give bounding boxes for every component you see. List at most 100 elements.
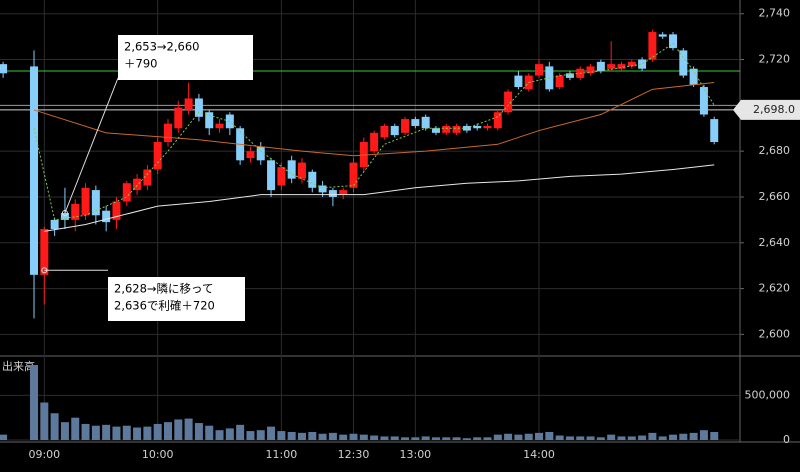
- volume-bar: [153, 423, 162, 440]
- candle-body: [40, 229, 49, 275]
- volume-bar: [30, 365, 39, 440]
- x-tick-label: 10:00: [142, 448, 174, 461]
- volume-bar: [442, 437, 451, 440]
- volume-bar: [297, 432, 306, 440]
- volume-bar: [256, 430, 265, 440]
- candle-body: [483, 125, 492, 129]
- volume-bar: [225, 428, 234, 440]
- volume-bar: [122, 425, 131, 440]
- candle-body: [710, 119, 719, 142]
- candle-body: [122, 183, 131, 202]
- volume-bar: [431, 437, 440, 440]
- candle-body: [617, 64, 626, 69]
- volume-bar: [586, 436, 595, 440]
- candle-body: [431, 128, 440, 133]
- volume-bar: [0, 434, 8, 440]
- candle-body: [411, 119, 420, 126]
- x-tick-label: 13:00: [399, 448, 431, 461]
- volume-bar: [359, 434, 368, 440]
- volume-bar: [504, 433, 513, 440]
- annotation: 2,628→隣に移って 2,636で利確＋720: [41, 267, 245, 321]
- volume-bar: [390, 436, 399, 440]
- candle-body: [30, 66, 39, 275]
- volume-bar: [617, 436, 626, 440]
- volume-bar: [648, 432, 657, 440]
- candle-body: [607, 64, 616, 69]
- annotation-text: 2,653→2,660: [124, 40, 199, 54]
- candle-body: [112, 201, 121, 220]
- volume-bar: [174, 419, 183, 440]
- volume-bar: [71, 417, 80, 440]
- volume-bar: [370, 435, 379, 440]
- x-tick-label: 09:00: [28, 448, 60, 461]
- volume-bar: [267, 426, 276, 440]
- candle-body: [380, 125, 389, 138]
- candle-body: [143, 169, 152, 186]
- candle-body: [514, 75, 523, 88]
- volume-bar: [710, 431, 719, 440]
- volume-bar: [669, 434, 678, 440]
- volume-bar: [524, 433, 533, 440]
- candle-body: [246, 151, 255, 159]
- last-price-box: [733, 99, 800, 120]
- candle-body: [504, 91, 513, 113]
- candle-body: [648, 32, 657, 60]
- candle-body: [60, 213, 69, 220]
- candle-body: [421, 116, 430, 129]
- y-tick-label: 2,600: [759, 327, 791, 340]
- candle-body: [267, 160, 276, 191]
- annotation-text: 2,636で利確＋720: [114, 299, 215, 313]
- y-tick-label: 2,620: [759, 282, 791, 295]
- volume-bar: [565, 436, 574, 440]
- volume-bar: [277, 431, 286, 440]
- candle-body: [194, 98, 203, 117]
- volume-bar: [81, 423, 90, 440]
- volume-bar: [91, 425, 100, 440]
- candle-body: [163, 123, 172, 142]
- candle-body: [71, 203, 80, 220]
- volume-bar: [401, 437, 410, 440]
- volume-bar: [380, 436, 389, 440]
- annotation-point: [41, 267, 48, 274]
- x-tick-label: 12:30: [338, 448, 370, 461]
- indicator-line: [33, 81, 715, 157]
- candle-body: [555, 75, 564, 88]
- volume-bar: [215, 430, 224, 440]
- candle-body: [565, 73, 574, 78]
- candle-body: [328, 190, 337, 197]
- candle-body: [689, 68, 698, 85]
- indicator-line: [33, 42, 715, 221]
- volume-bar: [318, 433, 327, 440]
- volume-bar: [535, 432, 544, 440]
- candle-body: [91, 190, 100, 216]
- candle-body: [596, 61, 605, 71]
- volume-bar: [689, 432, 698, 440]
- candle-body: [669, 34, 678, 49]
- candle-body: [442, 125, 451, 133]
- candle-body: [50, 219, 59, 230]
- annotation-box: [118, 35, 253, 80]
- annotation-box: [108, 277, 245, 321]
- volume-bar: [421, 436, 430, 440]
- volume-bar: [627, 436, 636, 440]
- volume-bar: [112, 426, 121, 440]
- volume-bar: [555, 435, 564, 440]
- y-tick-label: 2,660: [759, 190, 791, 203]
- volume-bar: [607, 434, 616, 440]
- candle-body: [287, 160, 296, 179]
- candle-body: [401, 119, 410, 133]
- candle-body: [318, 185, 327, 193]
- volume-bar: [638, 435, 647, 440]
- x-tick-label: 11:00: [266, 448, 298, 461]
- y-tick-label: 2,680: [759, 144, 791, 157]
- volume-bar: [493, 434, 502, 440]
- candle-body: [493, 112, 502, 129]
- volume-bar: [545, 431, 554, 440]
- volume-bar: [60, 422, 69, 440]
- volume-bar: [411, 437, 420, 440]
- candle-body: [452, 125, 461, 133]
- annotation-point: [61, 210, 68, 216]
- volume-bar: [576, 436, 585, 440]
- candle-body: [349, 162, 358, 188]
